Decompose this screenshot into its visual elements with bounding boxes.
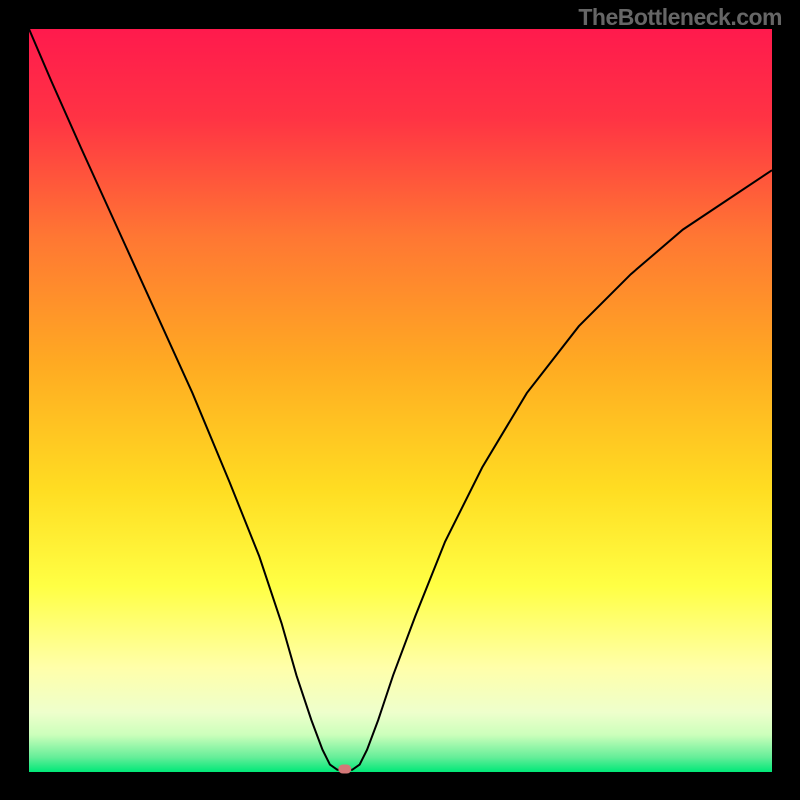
watermark-text: TheBottleneck.com xyxy=(578,4,782,31)
optimal-point-marker xyxy=(338,765,351,774)
chart-frame: TheBottleneck.com xyxy=(0,0,800,800)
bottleneck-curve xyxy=(29,29,772,770)
curve-svg xyxy=(29,29,772,772)
plot-area xyxy=(29,29,772,772)
